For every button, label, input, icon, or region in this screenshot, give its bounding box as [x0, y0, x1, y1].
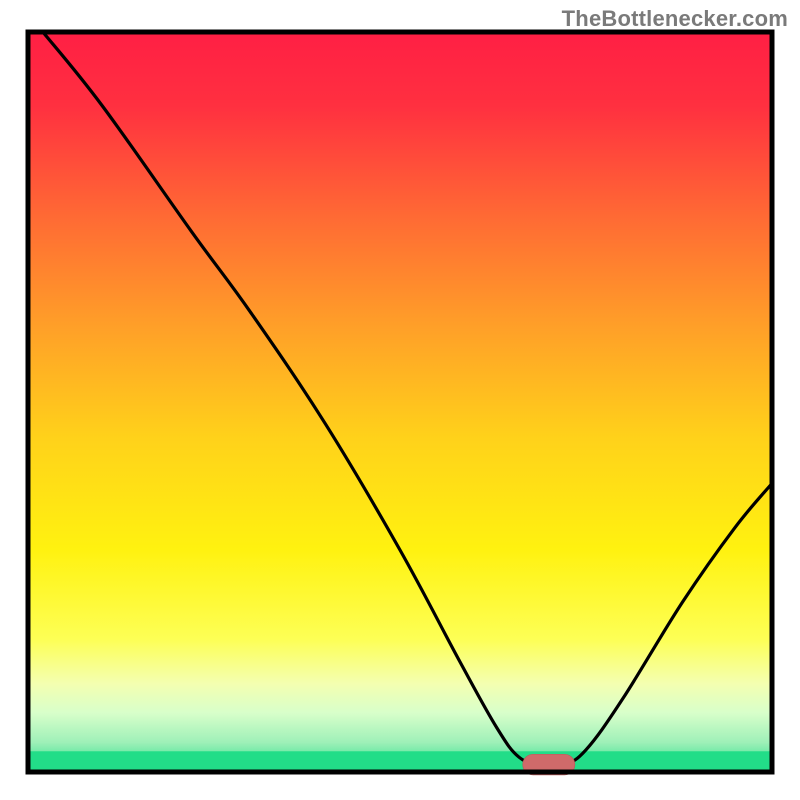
watermark-text: TheBottlenecker.com [562, 6, 788, 32]
bottleneck-chart [0, 0, 800, 800]
green-band [28, 751, 772, 772]
gradient-fill [28, 32, 772, 772]
chart-container: TheBottlenecker.com [0, 0, 800, 800]
